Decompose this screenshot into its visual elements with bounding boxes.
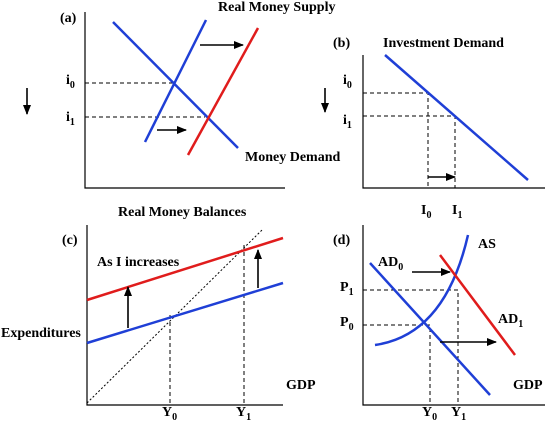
money-supply-shifted	[186, 27, 260, 156]
axes	[86, 225, 283, 406]
level-line	[363, 324, 431, 403]
panel-d: (d) AD0 AD1 AS P1 P0 GDP Y0 Y1	[333, 225, 545, 423]
ad-curve	[369, 262, 491, 396]
level-line	[363, 92, 429, 188]
x-level-label: Y0	[162, 405, 177, 423]
level-label: i0	[343, 73, 352, 91]
panel-a: (a) Real Money Supply i0 i1 Money Demand…	[23, 0, 340, 220]
x-level-label: I0	[421, 203, 431, 221]
level-label: P1	[340, 280, 354, 298]
curve-label: AD0	[378, 255, 403, 273]
expenditure-line-new	[86, 236, 284, 302]
panel-label: (d)	[333, 233, 350, 248]
45-degree-line	[86, 229, 263, 404]
money-demand-curve	[112, 21, 239, 149]
axes	[84, 12, 285, 189]
x-axis-label: GDP	[286, 378, 316, 393]
x-level-label: I1	[452, 203, 462, 221]
ad-curve-shifted	[439, 254, 516, 356]
y-axis-label: Expenditures	[1, 326, 81, 341]
investment-demand-curve	[384, 54, 529, 181]
curve-label: AS	[478, 237, 496, 252]
level-label: P0	[340, 315, 354, 333]
expenditure-line	[86, 281, 284, 345]
level-label: i1	[343, 113, 352, 131]
x-level-label: Y0	[422, 405, 437, 423]
supply-title: Real Money Supply	[218, 0, 335, 15]
curve-label: AD1	[498, 312, 523, 330]
axes	[362, 55, 545, 189]
x-level-label: Y1	[236, 405, 251, 423]
axes	[362, 225, 545, 406]
annotation: As I increases	[97, 255, 180, 270]
as-curve	[374, 234, 470, 347]
money-supply-curve	[143, 19, 208, 143]
panel-c: (c) As I increases Expenditures GDP Y0 Y…	[1, 225, 316, 423]
level-label: i0	[66, 73, 75, 91]
panel-b: (b) Investment Demand i0 i1 I0 I1	[321, 36, 545, 221]
x-level-label: Y1	[451, 405, 466, 423]
panel-label: (c)	[62, 233, 78, 248]
panel-label: (a)	[60, 11, 77, 26]
curve-label: Money Demand	[245, 150, 340, 165]
x-axis-label: Real Money Balances	[118, 205, 247, 220]
x-axis-label: GDP	[513, 378, 543, 393]
level-label: i1	[66, 110, 75, 128]
panel-label: (b)	[333, 36, 350, 51]
curve-label: Investment Demand	[383, 36, 504, 51]
